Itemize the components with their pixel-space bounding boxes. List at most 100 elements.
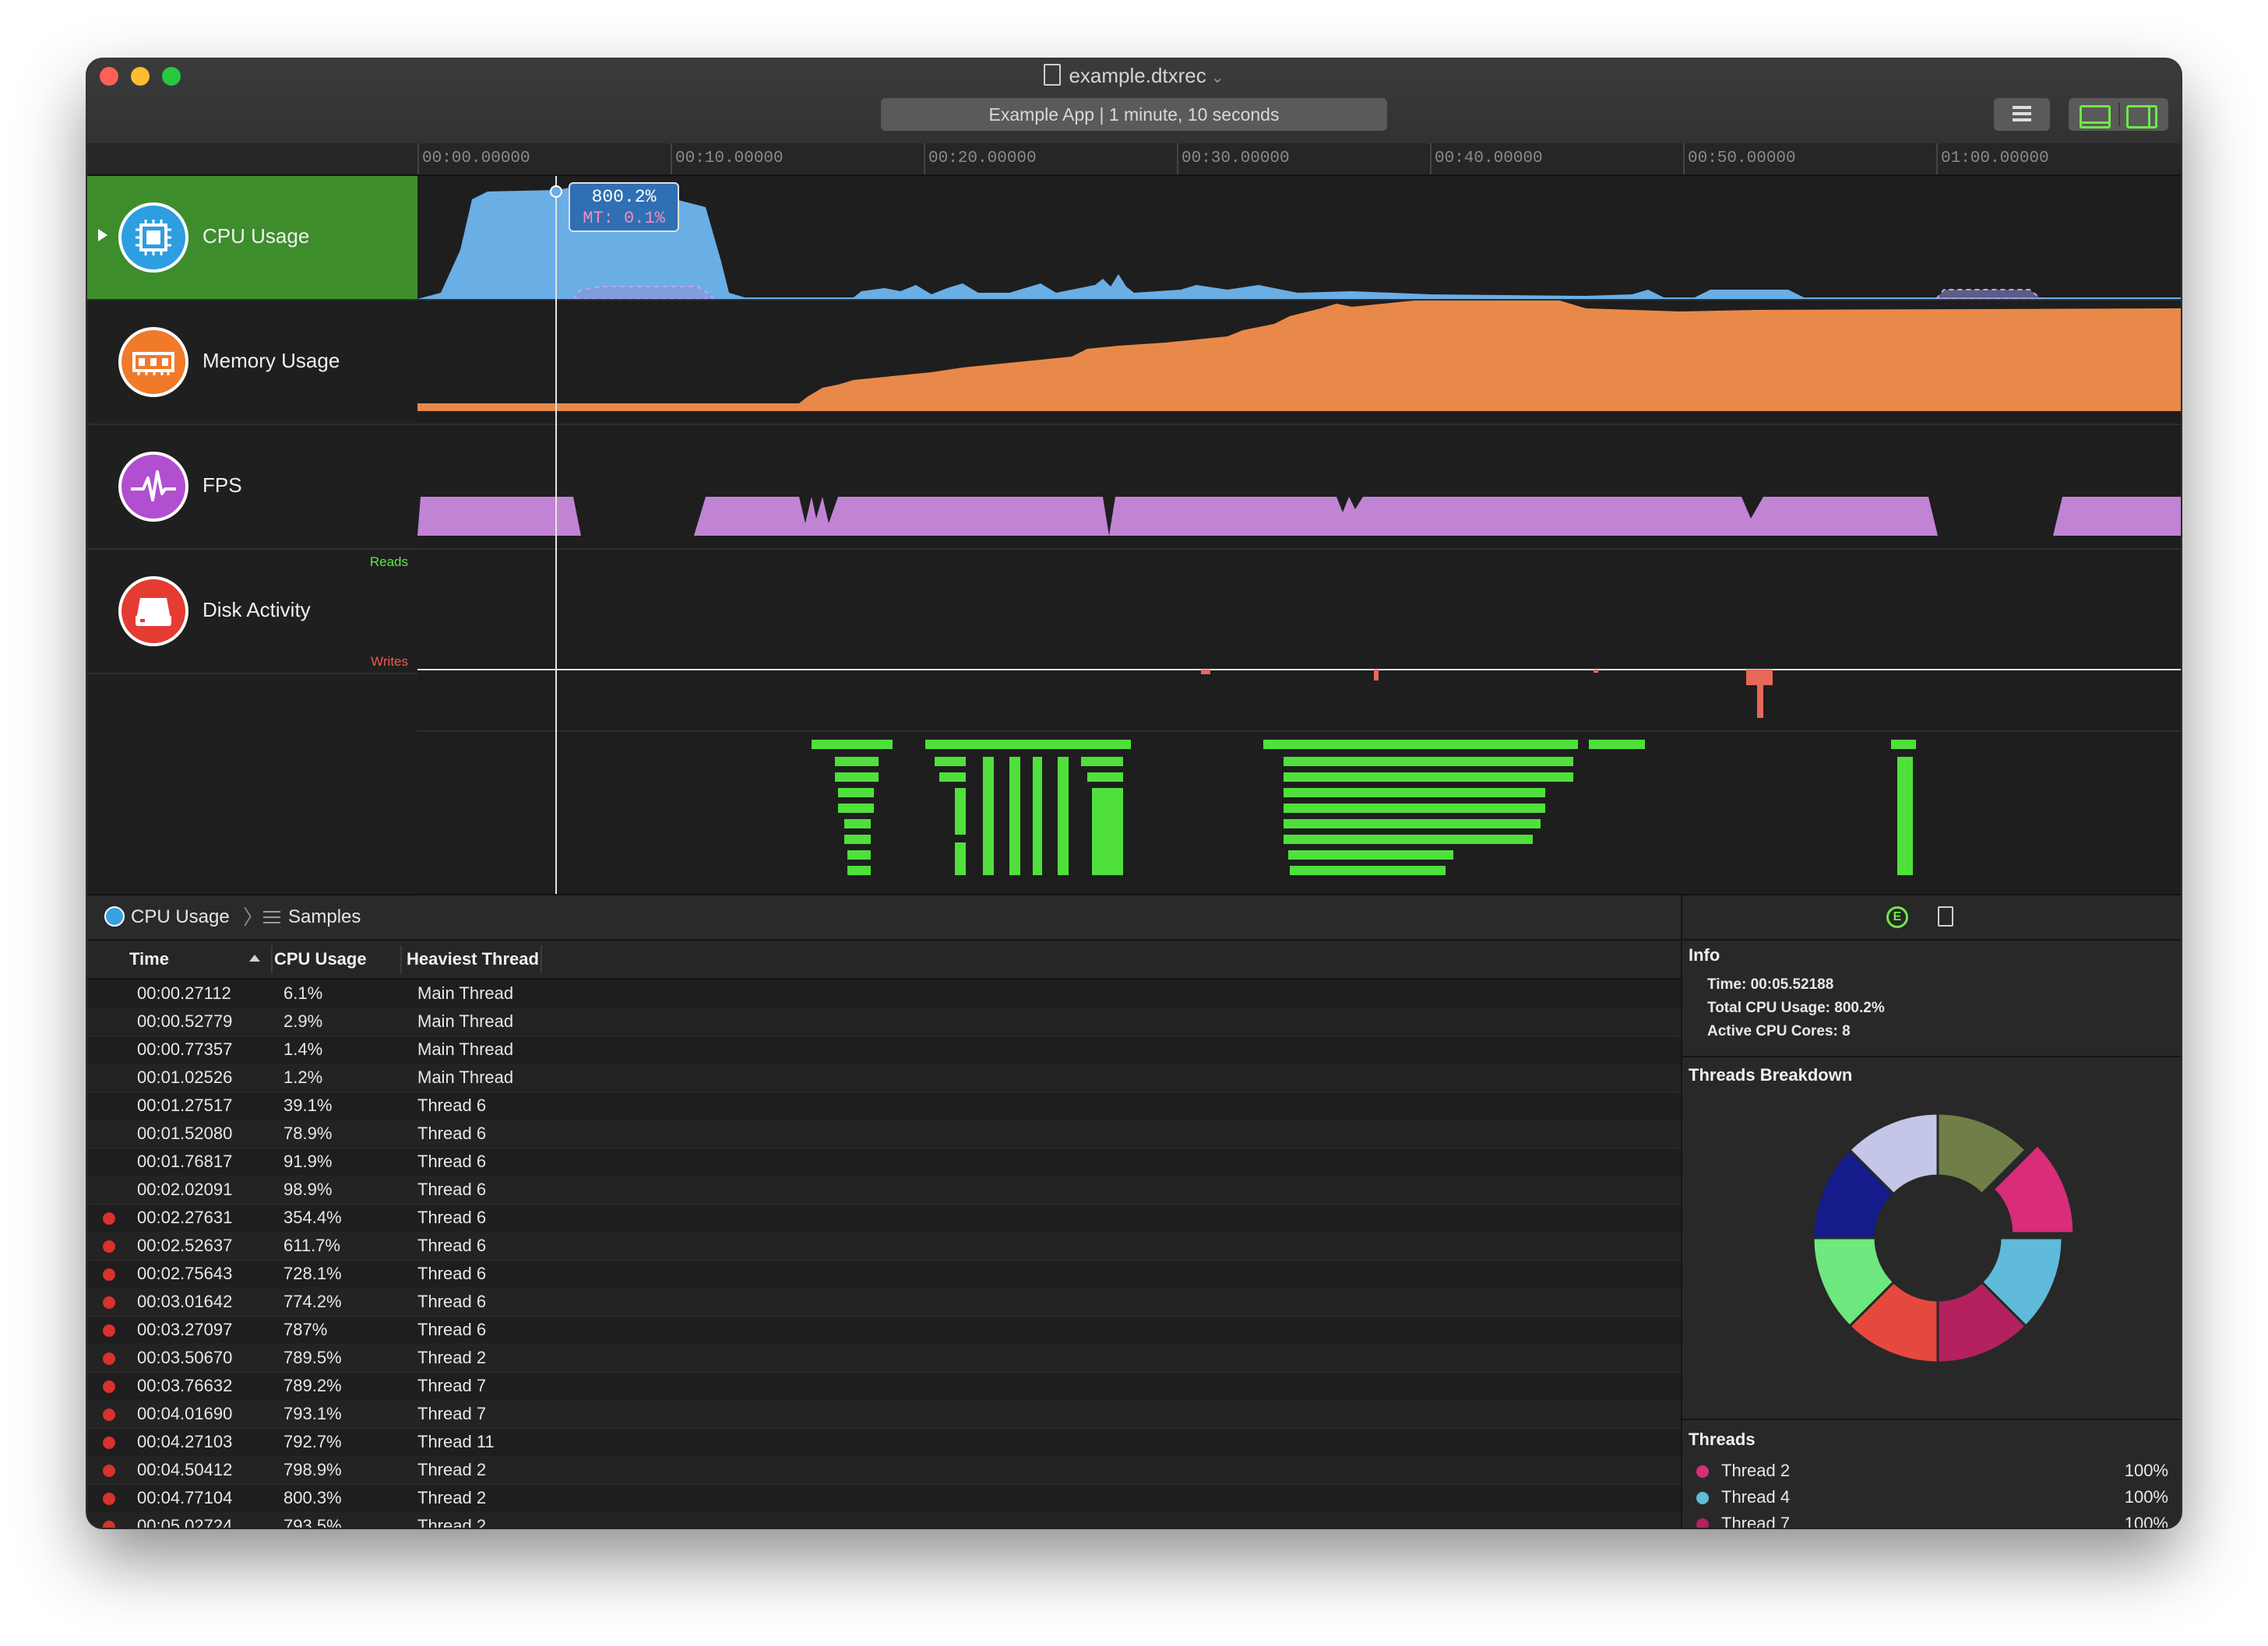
track-memory-usage[interactable]: Memory Usage	[87, 301, 419, 425]
cell-time: 00:00.52779	[137, 1011, 233, 1031]
column-divider[interactable]	[271, 945, 273, 973]
table-row[interactable]: 00:02.27631 354.4% Thread 6	[87, 1204, 1681, 1233]
close-window-button[interactable]	[100, 67, 118, 86]
extended-info-icon[interactable]: E	[1886, 906, 1908, 928]
tooltip-cpu-value: 800.2%	[591, 187, 657, 207]
cursor-tooltip: 800.2% MT: 0.1%	[569, 182, 679, 232]
table-row[interactable]: 00:02.75643 728.1% Thread 6	[87, 1260, 1681, 1289]
cell-heaviest-thread: Thread 7	[417, 1404, 487, 1423]
list-view-button[interactable]	[1994, 98, 2050, 131]
thread-list-item[interactable]: Thread 2 100%	[1682, 1458, 2181, 1484]
table-row[interactable]: 00:00.27112 6.1% Main Thread	[87, 980, 1681, 1008]
warning-dot-icon	[103, 1380, 115, 1393]
table-row[interactable]: 00:03.76632 789.2% Thread 7	[87, 1372, 1681, 1401]
column-header-time[interactable]: Time	[129, 949, 169, 969]
cell-cpu-usage: 98.9%	[284, 1180, 333, 1199]
cell-cpu-usage: 792.7%	[284, 1432, 342, 1451]
track-disk-activity[interactable]: Disk Activity Reads Writes	[87, 550, 419, 674]
zoom-window-button[interactable]	[162, 67, 181, 86]
disk-writes	[1201, 670, 1773, 718]
thread-list-item[interactable]: Thread 7 100%	[1682, 1511, 2181, 1528]
table-row[interactable]: 00:01.27517 39.1% Thread 6	[87, 1092, 1681, 1120]
table-row[interactable]: 00:04.50412 798.9% Thread 2	[87, 1456, 1681, 1485]
table-row[interactable]: 00:02.52637 611.7% Thread 6	[87, 1232, 1681, 1261]
column-header-cpu-usage[interactable]: CPU Usage	[274, 949, 367, 969]
cell-cpu-usage: 91.9%	[284, 1152, 333, 1171]
track-cpu-usage[interactable]: CPU Usage	[87, 176, 419, 301]
cpu-main-thread-line	[571, 286, 716, 300]
document-icon	[1044, 64, 1062, 86]
cell-time: 00:04.50412	[137, 1460, 233, 1479]
table-row[interactable]: 00:01.52080 78.9% Thread 6	[87, 1120, 1681, 1148]
warning-dot-icon	[103, 1493, 115, 1505]
track-name: Disk Activity	[202, 598, 311, 621]
minimize-window-button[interactable]	[131, 67, 150, 86]
info-active-cores: Active CPU Cores: 8	[1707, 1023, 1851, 1039]
table-row[interactable]: 00:00.77357 1.4% Main Thread	[87, 1036, 1681, 1064]
cell-cpu-usage: 789.5%	[284, 1348, 342, 1367]
info-time: Time: 00:05.52188	[1707, 976, 1834, 993]
cell-heaviest-thread: Thread 11	[417, 1432, 495, 1451]
donut-segment[interactable]	[1847, 1112, 1939, 1196]
donut-segment[interactable]	[1936, 1112, 2028, 1196]
breadcrumb-instrument[interactable]: CPU Usage	[104, 895, 230, 939]
column-header-heaviest-thread[interactable]: Heaviest Thread	[407, 949, 539, 969]
cell-heaviest-thread: Thread 6	[417, 1264, 487, 1283]
table-row[interactable]: 00:04.01690 793.1% Thread 7	[87, 1400, 1681, 1429]
cpu-secondary-graph	[1934, 289, 2044, 300]
warning-dot-icon	[103, 1212, 115, 1225]
cell-time: 00:03.50670	[137, 1348, 233, 1367]
document-title[interactable]: example.dtxrec ⌄	[87, 64, 2181, 88]
table-row[interactable]: 00:03.50670 789.5% Thread 2	[87, 1344, 1681, 1373]
table-row[interactable]: 00:01.76817 91.9% Thread 6	[87, 1148, 1681, 1176]
warning-dot-icon	[103, 1240, 115, 1253]
cell-cpu-usage: 800.3%	[284, 1488, 342, 1507]
thread-list-item[interactable]: Thread 4 100%	[1682, 1484, 2181, 1511]
table-row[interactable]: 00:01.02526 1.2% Main Thread	[87, 1064, 1681, 1092]
track-fps[interactable]: FPS	[87, 425, 419, 550]
donut-segment[interactable]	[1992, 1143, 2076, 1235]
cell-time: 00:01.02526	[137, 1067, 233, 1087]
cell-cpu-usage: 793.1%	[284, 1404, 342, 1423]
table-row[interactable]: 00:02.02091 98.9% Thread 6	[87, 1176, 1681, 1205]
list-icon	[263, 911, 280, 923]
ruler-tick: 01:00.00000	[1936, 143, 2049, 174]
timeline-graphs[interactable]: 800.2% MT: 0.1%	[417, 176, 2181, 894]
table-row[interactable]: 00:04.27103 792.7% Thread 11	[87, 1428, 1681, 1457]
column-divider[interactable]	[541, 945, 542, 973]
info-total-cpu: Total CPU Usage: 800.2%	[1707, 1000, 1885, 1016]
inspector-panel: E Info Time: 00:05.52188 Total CPU Usage…	[1681, 895, 2181, 1528]
ruler-tick: 00:30.00000	[1177, 143, 1290, 174]
breadcrumb-view[interactable]: Samples	[263, 895, 361, 939]
right-panel-toggle-icon[interactable]	[2126, 105, 2157, 128]
cell-time: 00:02.75643	[137, 1264, 233, 1283]
track-name: FPS	[202, 473, 242, 497]
cell-time: 00:04.77104	[137, 1488, 233, 1507]
cell-cpu-usage: 78.9%	[284, 1124, 333, 1143]
bottom-panel-toggle-icon[interactable]	[2080, 105, 2111, 128]
divider	[1682, 1419, 2181, 1420]
file-icon[interactable]	[1938, 906, 1953, 927]
cell-cpu-usage: 787%	[284, 1320, 328, 1339]
table-row[interactable]: 00:03.27097 787% Thread 6	[87, 1316, 1681, 1345]
info-title: Info	[1689, 945, 1720, 965]
list-icon	[2013, 106, 2031, 125]
ruler-tick: 00:40.00000	[1430, 143, 1543, 174]
column-divider[interactable]	[400, 945, 402, 973]
disclosure-triangle-icon[interactable]	[98, 229, 107, 241]
tooltip-main-thread: MT: 0.1%	[583, 209, 665, 228]
cpu-icon	[104, 906, 125, 927]
cell-cpu-usage: 6.1%	[284, 983, 323, 1003]
table-row[interactable]: 00:00.52779 2.9% Main Thread	[87, 1008, 1681, 1036]
cursor-handle[interactable]	[550, 185, 562, 198]
table-row[interactable]: 00:05.02724 793.5% Thread 2	[87, 1512, 1681, 1528]
table-row[interactable]: 00:04.77104 800.3% Thread 2	[87, 1484, 1681, 1513]
memory-icon	[118, 327, 188, 397]
timeline-ruler[interactable]: 00:00.00000 00:10.00000 00:20.00000 00:30.0…	[417, 143, 2181, 176]
track-activity[interactable]	[87, 674, 419, 895]
warning-dot-icon	[103, 1409, 115, 1421]
threads-donut-chart[interactable]	[1798, 1098, 2078, 1378]
warning-dot-icon	[103, 1268, 115, 1281]
thread-percentage: 100%	[2124, 1487, 2168, 1507]
table-row[interactable]: 00:03.01642 774.2% Thread 6	[87, 1288, 1681, 1317]
